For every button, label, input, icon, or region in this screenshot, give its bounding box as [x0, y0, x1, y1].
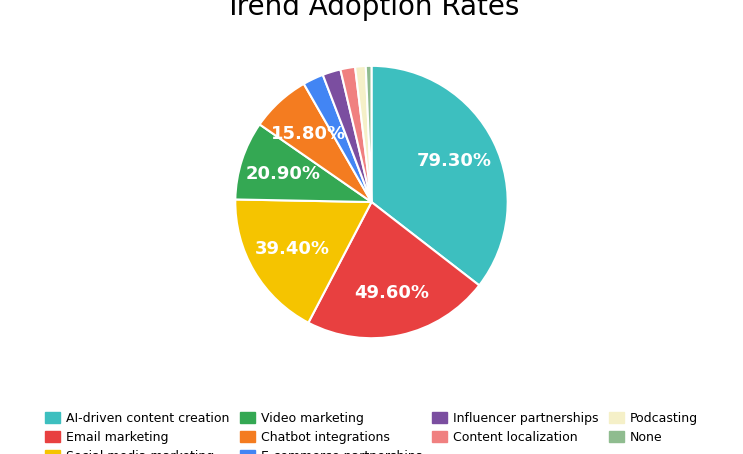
Text: 39.40%: 39.40% [254, 240, 329, 258]
Text: 15.80%: 15.80% [271, 125, 346, 143]
Wedge shape [366, 66, 372, 202]
Wedge shape [259, 84, 372, 202]
Text: 49.60%: 49.60% [354, 283, 429, 301]
Text: 79.30%: 79.30% [417, 152, 492, 170]
Title: Trend Adoption Rates: Trend Adoption Rates [224, 0, 519, 21]
Wedge shape [372, 66, 507, 286]
Wedge shape [304, 75, 372, 202]
Wedge shape [236, 199, 372, 323]
Wedge shape [236, 124, 372, 202]
Wedge shape [322, 69, 372, 202]
Wedge shape [308, 202, 479, 338]
Wedge shape [355, 66, 372, 202]
Legend: AI-driven content creation, Email marketing, Social media marketing, Video marke: AI-driven content creation, Email market… [40, 407, 703, 454]
Text: 20.90%: 20.90% [246, 164, 321, 183]
Wedge shape [340, 67, 372, 202]
